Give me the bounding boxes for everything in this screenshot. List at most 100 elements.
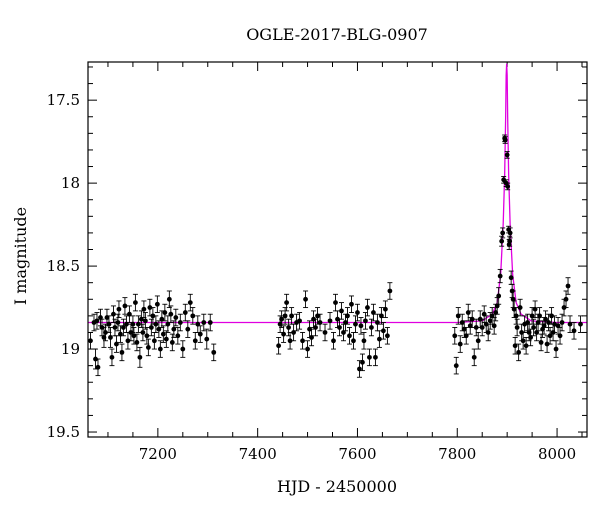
data-point [358, 317, 364, 335]
data-point [171, 320, 177, 338]
data-point [135, 315, 141, 333]
point-marker [279, 316, 285, 322]
data-point [344, 307, 350, 325]
point-marker [559, 320, 565, 325]
data-point [366, 348, 372, 367]
data-point [331, 332, 337, 350]
point-marker [297, 318, 302, 324]
data-point [151, 332, 157, 350]
point-marker [145, 344, 151, 350]
point-marker [195, 321, 201, 327]
point-marker [171, 326, 177, 332]
data-point [211, 343, 217, 362]
point-marker [284, 300, 290, 305]
model-curve [88, 63, 587, 324]
point-marker [124, 321, 129, 327]
chart-title: OGLE-2017-BLG-0907 [246, 25, 428, 44]
data-point [557, 327, 563, 345]
point-marker [187, 300, 193, 305]
point-marker [511, 306, 517, 312]
point-marker [207, 320, 213, 325]
data-point [145, 338, 151, 357]
point-marker [578, 321, 583, 327]
point-marker [169, 340, 175, 345]
point-marker [116, 306, 122, 312]
point-marker [111, 311, 116, 317]
data-point [565, 277, 571, 295]
data-point [276, 336, 282, 355]
point-marker [387, 288, 393, 294]
point-marker [351, 338, 356, 344]
point-marker [134, 340, 140, 345]
point-marker [523, 343, 529, 349]
point-marker [563, 296, 569, 302]
data-point [279, 310, 285, 328]
point-marker [289, 313, 294, 319]
point-marker [180, 346, 186, 352]
point-marker [131, 333, 137, 339]
point-marker [317, 320, 323, 325]
data-point [376, 330, 382, 348]
x-tick-label: 7800 [438, 445, 476, 463]
data-point [291, 323, 297, 342]
data-point [87, 332, 93, 350]
x-tick-label: 7600 [338, 445, 376, 463]
point-marker [315, 313, 320, 319]
data-point [201, 313, 207, 332]
point-marker [144, 333, 150, 339]
point-marker [507, 238, 513, 244]
data-point [185, 320, 191, 338]
data-point [361, 332, 367, 350]
point-marker [185, 326, 191, 332]
data-point [380, 322, 386, 340]
point-marker [153, 321, 159, 327]
point-marker [165, 321, 171, 327]
point-marker [95, 364, 101, 370]
point-marker [122, 303, 128, 309]
data-point [364, 298, 370, 317]
point-marker [373, 354, 378, 360]
data-point [505, 182, 511, 191]
point-marker [108, 335, 113, 340]
point-marker [118, 331, 123, 337]
data-point [166, 290, 172, 309]
point-marker [546, 320, 551, 325]
data-point [571, 322, 577, 340]
data-point [553, 340, 559, 358]
y-tick-label: 19.5 [47, 423, 80, 441]
point-marker [130, 321, 136, 327]
data-point [516, 343, 522, 362]
data-point [175, 327, 181, 345]
data-point [475, 332, 481, 350]
data-point [113, 335, 119, 353]
data-point [94, 312, 100, 330]
data-point [303, 290, 309, 309]
data-point [452, 327, 458, 345]
point-marker [313, 325, 318, 330]
point-marker [309, 335, 314, 340]
point-marker [497, 273, 503, 279]
point-marker [383, 306, 388, 312]
point-marker [204, 336, 210, 342]
y-tick-label: 18.5 [47, 257, 80, 275]
data-point [153, 315, 159, 333]
point-marker [349, 301, 354, 307]
point-marker [491, 323, 497, 329]
point-marker [162, 310, 168, 315]
point-marker [141, 306, 147, 312]
x-tick-label: 8000 [538, 445, 576, 463]
point-marker [127, 311, 132, 317]
point-marker [455, 313, 461, 319]
point-marker [303, 296, 308, 302]
data-point [387, 282, 393, 300]
point-marker [276, 343, 282, 349]
point-marker [282, 313, 288, 319]
point-marker [353, 321, 358, 327]
data-point [547, 327, 553, 345]
data-point [156, 320, 162, 338]
point-marker [369, 325, 374, 330]
data-point [169, 333, 175, 352]
data-point [555, 317, 561, 335]
point-marker [553, 346, 559, 352]
data-point [159, 310, 165, 328]
